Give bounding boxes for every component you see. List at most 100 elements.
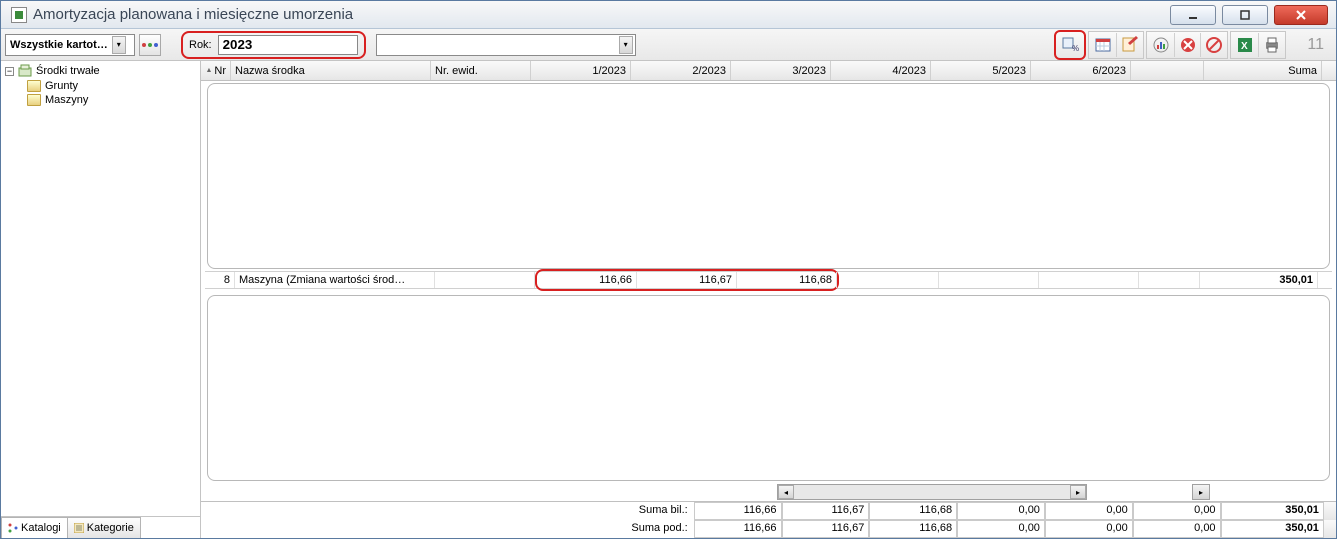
assets-icon (18, 64, 32, 78)
chevron-down-icon: ▾ (619, 36, 633, 54)
main-area: − Środki trwałe Grunty Maszyny Katalogi … (1, 61, 1336, 538)
col-month-5[interactable]: 5/2023 (931, 61, 1031, 80)
tab-label: Katalogi (21, 522, 61, 534)
tab-categories[interactable]: Kategorie (67, 517, 141, 538)
col-sum[interactable]: Suma (1204, 61, 1322, 80)
sidebar: − Środki trwałe Grunty Maszyny Katalogi … (1, 61, 201, 538)
window-titlebar: Amortyzacja planowana i miesięczne umorz… (1, 1, 1336, 29)
app-icon (11, 7, 27, 23)
svg-text:%: % (1072, 44, 1079, 53)
sum-bil-1: 116,66 (694, 502, 782, 520)
grid-header: Nr Nazwa środka Nr. ewid. 1/2023 2/2023 … (201, 61, 1336, 81)
data-row-wrap: 8 Maszyna (Zmiana wartości środ… 116,66 … (201, 271, 1336, 293)
folder-icon (27, 94, 41, 106)
cell-nr: 8 (205, 272, 235, 288)
calendar-button[interactable] (1090, 33, 1116, 57)
window-controls (1170, 5, 1328, 25)
sum-pod-label: Suma pod.: (201, 520, 694, 538)
scroll-track[interactable] (794, 485, 1070, 499)
sidebar-tabs: Katalogi Kategorie (1, 516, 200, 538)
col-name[interactable]: Nazwa środka (231, 61, 431, 80)
sum-bil-label: Suma bil.: (201, 502, 694, 520)
sum-bil-3: 116,68 (869, 502, 957, 520)
cell-m6 (1039, 272, 1139, 288)
catalog-combo[interactable]: Wszystkie kartot… ▾ (5, 34, 135, 56)
sum-pod-2: 116,67 (782, 520, 870, 538)
scroll-right-button[interactable]: ▸ (1070, 485, 1086, 499)
sum-bil-total: 350,01 (1221, 502, 1324, 520)
col-month-2[interactable]: 2/2023 (631, 61, 731, 80)
folder-icon (27, 80, 41, 92)
record-count: 11 (1296, 36, 1324, 54)
window-title: Amortyzacja planowana i miesięczne umorz… (33, 6, 1170, 23)
hierarchy-icon (8, 523, 18, 533)
sum-bil-5: 0,00 (1045, 502, 1133, 520)
sum-bil-2: 116,67 (782, 502, 870, 520)
scroll-left-button[interactable]: ◂ (778, 485, 794, 499)
year-field-highlight: Rok: (181, 31, 366, 59)
tree-item-label: Maszyny (45, 94, 88, 106)
export-group: X (1230, 31, 1286, 59)
col-nr[interactable]: Nr (201, 61, 231, 80)
calc-percent-button[interactable]: % (1057, 33, 1083, 57)
col-ewid[interactable]: Nr. ewid. (431, 61, 531, 80)
col-month-6[interactable]: 6/2023 (1031, 61, 1131, 80)
sum-pod-3: 116,68 (869, 520, 957, 538)
chart-group (1146, 31, 1228, 59)
tree-item-label: Grunty (45, 80, 78, 92)
maximize-button[interactable] (1222, 5, 1268, 25)
tree-item-maszyny[interactable]: Maszyny (25, 93, 198, 107)
tab-catalogs[interactable]: Katalogi (1, 517, 68, 538)
upper-panel (207, 83, 1330, 269)
close-button[interactable] (1274, 5, 1328, 25)
print-button[interactable] (1258, 33, 1284, 57)
list-icon (74, 523, 84, 533)
sum-pod-6: 0,00 (1133, 520, 1221, 538)
col-month-4[interactable]: 4/2023 (831, 61, 931, 80)
values-highlight: 116,66 116,67 116,68 (535, 269, 839, 291)
summary-row-bil: Suma bil.: 116,66 116,67 116,68 0,00 0,0… (201, 502, 1336, 520)
hscrollbar[interactable]: ◂ ▸ (777, 484, 1087, 500)
cell-m3: 116,68 (737, 272, 837, 288)
cell-m2: 116,67 (637, 272, 737, 288)
year-input[interactable] (218, 35, 358, 55)
col-end (1322, 61, 1336, 80)
content-area: Nr Nazwa środka Nr. ewid. 1/2023 2/2023 … (201, 61, 1336, 538)
sum-pod-4: 0,00 (957, 520, 1045, 538)
scroll-right-end-button[interactable]: ▸ (1192, 484, 1210, 500)
sum-bil-6: 0,00 (1133, 502, 1221, 520)
cell-name: Maszyna (Zmiana wartości środ… (235, 272, 435, 288)
catalog-combo-text: Wszystkie kartot… (10, 39, 112, 51)
excel-button[interactable]: X (1232, 33, 1258, 57)
table-row[interactable]: 8 Maszyna (Zmiana wartości środ… 116,66 … (205, 271, 1332, 289)
summary-row-pod: Suma pod.: 116,66 116,67 116,68 0,00 0,0… (201, 520, 1336, 538)
year-label: Rok: (189, 39, 212, 51)
filter-combo[interactable]: ▾ (376, 34, 636, 56)
minimize-button[interactable] (1170, 5, 1216, 25)
tree-item-grunty[interactable]: Grunty (25, 79, 198, 93)
sum-pod-1: 116,66 (694, 520, 782, 538)
chart-button[interactable] (1148, 33, 1174, 57)
toolbar: Wszystkie kartot… ▾ Rok: ▾ % X 11 (1, 29, 1336, 61)
cell-spacer (1139, 272, 1200, 288)
tree-root-label: Środki trwałe (36, 65, 100, 77)
hscroll-area: ◂ ▸ ▸ (201, 483, 1336, 501)
block-button[interactable] (1200, 33, 1226, 57)
tree-color-button[interactable] (139, 34, 161, 56)
col-month-3[interactable]: 3/2023 (731, 61, 831, 80)
col-spacer (1131, 61, 1204, 80)
sum-pod-total: 350,01 (1221, 520, 1324, 538)
tree-root[interactable]: − Środki trwałe (3, 63, 198, 79)
sum-pod-5: 0,00 (1045, 520, 1133, 538)
lower-panel (207, 295, 1330, 481)
cell-m5 (939, 272, 1039, 288)
toolbar-right: % X 11 (1054, 30, 1332, 60)
collapse-icon[interactable]: − (5, 67, 14, 76)
recalc-group: % (1054, 30, 1086, 60)
col-month-1[interactable]: 1/2023 (531, 61, 631, 80)
edit-note-button[interactable] (1116, 33, 1142, 57)
delete-button[interactable] (1174, 33, 1200, 57)
view-group (1088, 31, 1144, 59)
cell-ewid (435, 272, 535, 288)
hierarchy-icon (142, 43, 158, 47)
